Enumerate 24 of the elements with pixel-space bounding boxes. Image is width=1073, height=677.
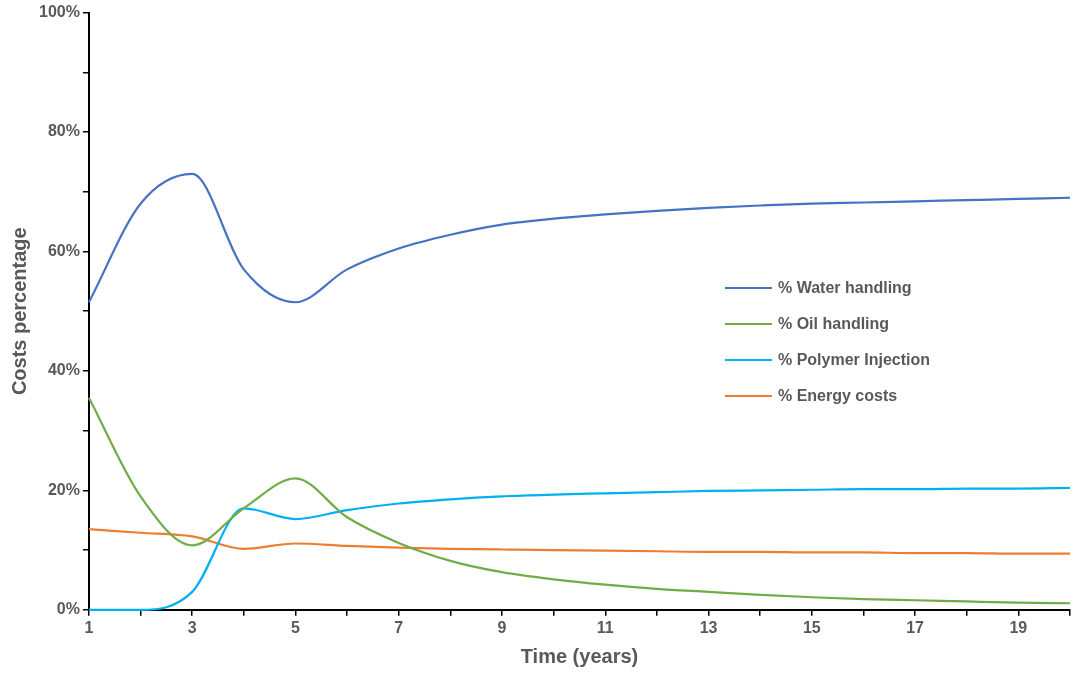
y-tick-label: 20% <box>47 480 80 498</box>
legend-label: % Polymer Injection <box>778 351 931 369</box>
x-tick-label: 1 <box>84 618 94 636</box>
y-tick-label: 100% <box>39 3 80 21</box>
x-tick-label: 5 <box>291 618 301 636</box>
x-axis-title: Time (years) <box>520 644 639 667</box>
y-tick-label: 60% <box>47 241 80 259</box>
x-tick-label: 13 <box>699 618 718 636</box>
legend-label: % Oil handling <box>778 315 890 333</box>
x-tick-label: 7 <box>394 618 404 636</box>
y-axis-title: Costs percentage <box>7 227 30 396</box>
x-tick-label: 9 <box>497 618 507 636</box>
x-tick-label: 15 <box>802 618 821 636</box>
x-tick-label: 17 <box>906 618 925 636</box>
y-tick-label: 40% <box>47 361 80 379</box>
x-tick-label: 11 <box>596 618 614 636</box>
y-tick-label: 0% <box>56 600 80 618</box>
y-tick-label: 80% <box>47 122 80 140</box>
legend-label: % Water handling <box>778 279 912 297</box>
legend-label: % Energy costs <box>778 387 898 405</box>
line-series <box>87 528 1072 555</box>
line-series <box>87 172 1072 304</box>
x-tick-label: 19 <box>1009 618 1028 636</box>
x-tick-label: 3 <box>187 618 197 636</box>
